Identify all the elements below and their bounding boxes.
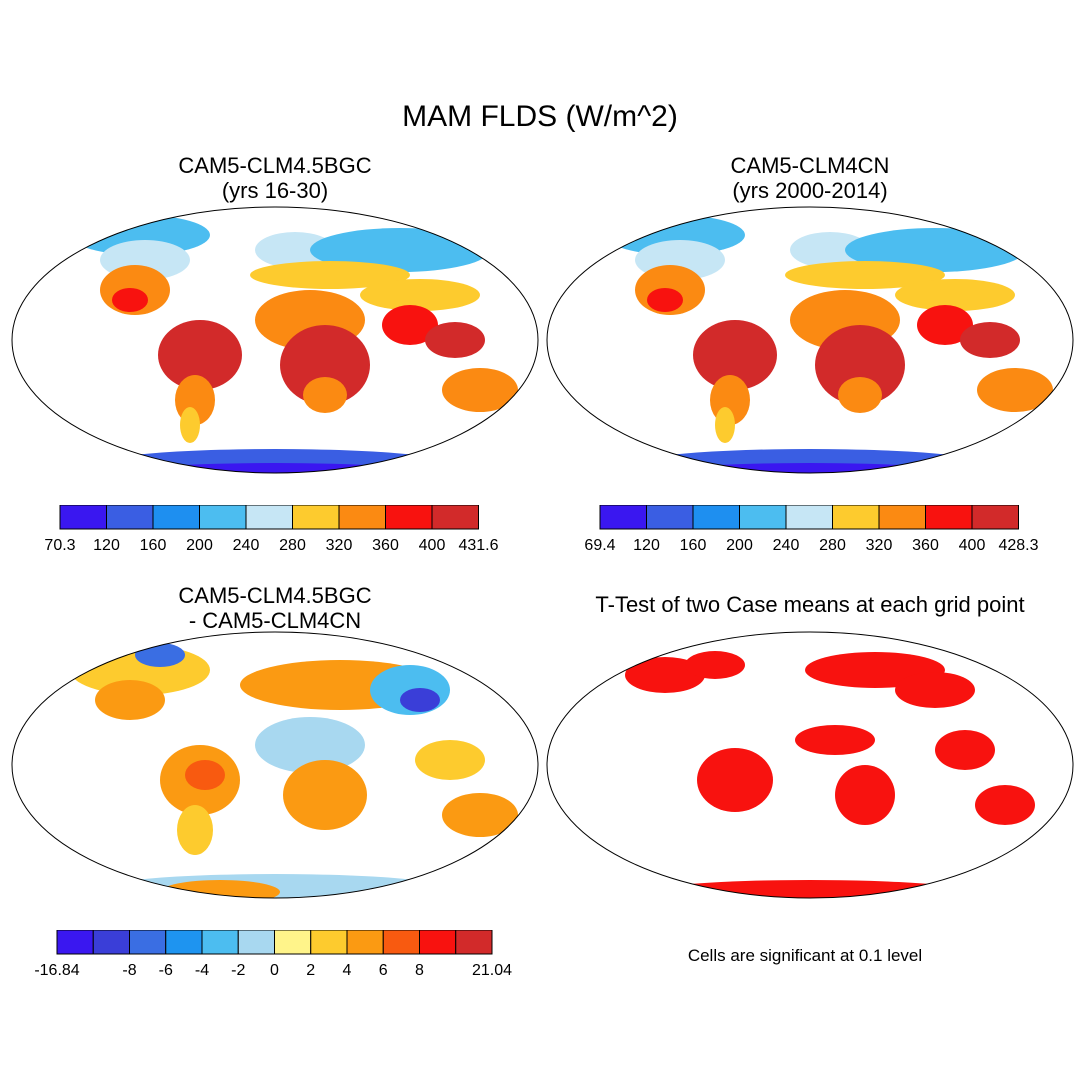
panel2-title-line2: (yrs 2000-2014) [732,178,888,203]
colorbar-3-label: 8 [415,962,424,979]
map-fill-2 [605,215,1053,473]
colorbar-1-label: 200 [186,537,213,554]
map-diff [11,631,539,899]
colorbar-2-swatch [599,505,647,530]
panel1-title-line2: (yrs 16-30) [221,178,329,203]
colorbar-3: -16.84 -8 -6 -4 -2 0 2 4 6 8 21.04 [15,930,535,980]
colorbar-2-label: 160 [680,537,707,554]
colorbar-3-swatch [382,930,420,955]
colorbar-2-swatch [832,505,880,530]
panel3-title: CAM5-CLM4.5BGC - CAM5-CLM4CN [10,583,540,633]
colorbar-2-label: 69.4 [584,537,615,554]
colorbar-1-label: 400 [419,537,446,554]
map-fill-1 [70,215,518,473]
colorbar-3-label: 0 [270,962,279,979]
colorbar-3-swatch [92,930,130,955]
map-fill-4 [625,651,1035,898]
colorbar-1-swatch [385,505,433,530]
colorbar-2-label: 320 [866,537,893,554]
colorbar-1-label: 70.3 [44,537,75,554]
colorbar-3-swatch [346,930,384,955]
colorbar-3-swatch [455,930,493,955]
map-panel-4 [545,630,1075,900]
colorbar-1-swatch [199,505,247,530]
colorbar-1-swatch [152,505,200,530]
colorbar-2-label: 400 [959,537,986,554]
colorbar-3-swatch [56,930,94,955]
map-ttest [546,631,1074,899]
panel3-title-line1: CAM5-CLM4.5BGC [178,583,372,608]
map-outline-3 [11,631,539,899]
colorbar-2: 69.4 120 160 200 240 280 320 360 400 428.3 [570,505,1060,555]
colorbar-1-swatch [292,505,340,530]
colorbar-1: 70.3 120 160 200 240 280 320 360 400 431.6 [30,505,520,555]
colorbar-1-label: 280 [279,537,306,554]
panel2-title: CAM5-CLM4CN (yrs 2000-2014) [545,153,1075,203]
panel4-title-line1: T-Test of two Case means at each grid po… [595,592,1025,617]
map-outline-2 [546,206,1074,474]
colorbar-1-label: 240 [233,537,260,554]
colorbar-3-label: -2 [231,962,245,979]
map-outline-4 [546,631,1074,899]
colorbar-2-swatch [785,505,833,530]
colorbar-3-label: -16.84 [34,962,79,979]
colorbar-2-label: 428.3 [998,537,1038,554]
colorbar-2-swatch [925,505,973,530]
colorbar-3-label: -6 [159,962,173,979]
colorbar-1-label: 431.6 [458,537,498,554]
colorbar-1-label: 120 [93,537,120,554]
panel4-title: T-Test of two Case means at each grid po… [545,592,1075,617]
colorbar-1-swatch [431,505,479,530]
figure-title: MAM FLDS (W/m^2) [402,100,678,133]
colorbar-1-swatch [245,505,293,530]
colorbar-2-label: 120 [633,537,660,554]
colorbar-2-swatch [692,505,740,530]
colorbar-1-label: 320 [326,537,353,554]
colorbar-1-label: 160 [140,537,167,554]
panel3-title-line2: - CAM5-CLM4CN [188,608,362,633]
colorbar-1-swatch [106,505,154,530]
map-panel-2 [545,205,1075,475]
map-panel-1 [10,205,540,475]
map-abs-1 [11,206,539,474]
map-panel-3 [10,630,540,900]
colorbar-3-label: -8 [122,962,136,979]
colorbar-1-label: 360 [372,537,399,554]
colorbar-1-swatch [59,505,107,530]
map-fill-3 [70,643,518,898]
colorbar-2-swatch [739,505,787,530]
colorbar-2-swatch [646,505,694,530]
map-abs-2 [546,206,1074,474]
colorbar-3-swatch [237,930,275,955]
colorbar-3-swatch [310,930,348,955]
colorbar-3-swatch [274,930,312,955]
colorbar-2-swatch [971,505,1019,530]
colorbar-3-label: -4 [195,962,209,979]
panel1-title: CAM5-CLM4.5BGC (yrs 16-30) [10,153,540,203]
colorbar-1-swatch [338,505,386,530]
panel1-title-line1: CAM5-CLM4.5BGC [178,153,372,178]
colorbar-2-label: 360 [912,537,939,554]
colorbar-2-label: 240 [773,537,800,554]
significance-note: Cells are significant at 0.1 level [687,946,923,965]
colorbar-2-label: 200 [726,537,753,554]
colorbar-3-swatch [129,930,167,955]
colorbar-3-label: 2 [306,962,315,979]
colorbar-3-swatch [201,930,239,955]
colorbar-3-swatch [165,930,203,955]
colorbar-2-label: 280 [819,537,846,554]
colorbar-2-swatch [878,505,926,530]
colorbar-3-swatch [419,930,457,955]
colorbar-3-label: 6 [379,962,388,979]
colorbar-3-label: 4 [343,962,352,979]
panel2-title-line1: CAM5-CLM4CN [730,153,890,178]
colorbar-3-label: 21.04 [472,962,512,979]
map-outline-1 [11,206,539,474]
